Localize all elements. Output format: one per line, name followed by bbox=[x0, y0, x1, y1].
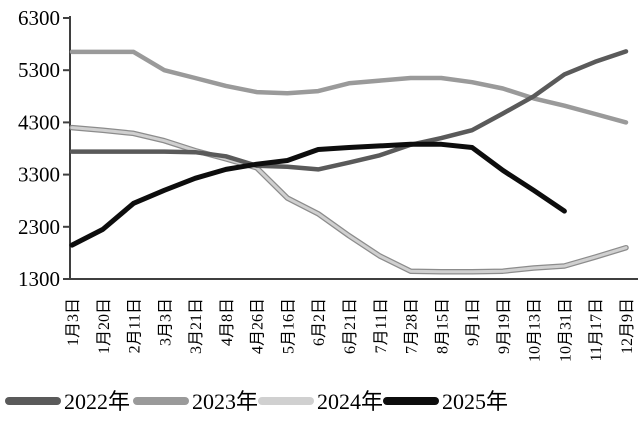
legend-item-2024: 2024年 bbox=[258, 389, 383, 414]
x-axis-label: 3月3日 bbox=[157, 298, 174, 346]
legend-item-2023: 2023年 bbox=[133, 389, 258, 414]
series-line-2024 bbox=[70, 126, 628, 274]
x-axis-label: 5月16日 bbox=[280, 298, 297, 354]
y-tick-label: 3300 bbox=[18, 163, 60, 187]
y-tick-label: 6300 bbox=[18, 6, 60, 30]
x-axis-label: 3月21日 bbox=[188, 298, 205, 354]
x-axis-label: 1月20日 bbox=[96, 298, 113, 354]
series-line-2025 bbox=[69, 141, 567, 248]
x-axis-label: 6月2日 bbox=[311, 298, 328, 346]
y-tick-label: 4300 bbox=[18, 110, 60, 134]
legend-label-2022: 2022年 bbox=[64, 389, 130, 414]
legend-label-2025: 2025年 bbox=[442, 389, 508, 414]
series-line-2022 bbox=[69, 49, 629, 172]
legend-item-2025: 2025年 bbox=[383, 389, 508, 414]
y-tick-label: 2300 bbox=[18, 215, 60, 239]
y-tick-label: 5300 bbox=[18, 58, 60, 82]
x-axis-label: 7月28日 bbox=[404, 298, 421, 354]
x-axis-label: 4月8日 bbox=[219, 298, 236, 346]
x-axis-label: 12月9日 bbox=[619, 298, 636, 354]
y-tick-label: 1300 bbox=[18, 267, 60, 291]
x-axis-label: 1月3日 bbox=[65, 298, 82, 346]
legend-item-2022: 2022年 bbox=[5, 389, 130, 414]
x-axis-label: 9月19日 bbox=[496, 298, 513, 354]
x-axis-label: 8月15日 bbox=[434, 298, 451, 354]
x-axis-label: 6月21日 bbox=[342, 298, 359, 354]
legend-label-2023: 2023年 bbox=[192, 389, 258, 414]
x-axis-label: 10月13日 bbox=[527, 298, 544, 362]
x-axis-label: 4月26日 bbox=[250, 298, 267, 354]
x-axis-label: 11月17日 bbox=[588, 298, 605, 361]
x-axis-label: 9月1日 bbox=[465, 298, 482, 346]
legend-label-2024: 2024年 bbox=[317, 389, 383, 414]
x-axis-label: 10月31日 bbox=[557, 298, 574, 362]
x-axis-label: 7月11日 bbox=[373, 298, 390, 353]
x-axis-label: 2月11日 bbox=[127, 298, 144, 353]
